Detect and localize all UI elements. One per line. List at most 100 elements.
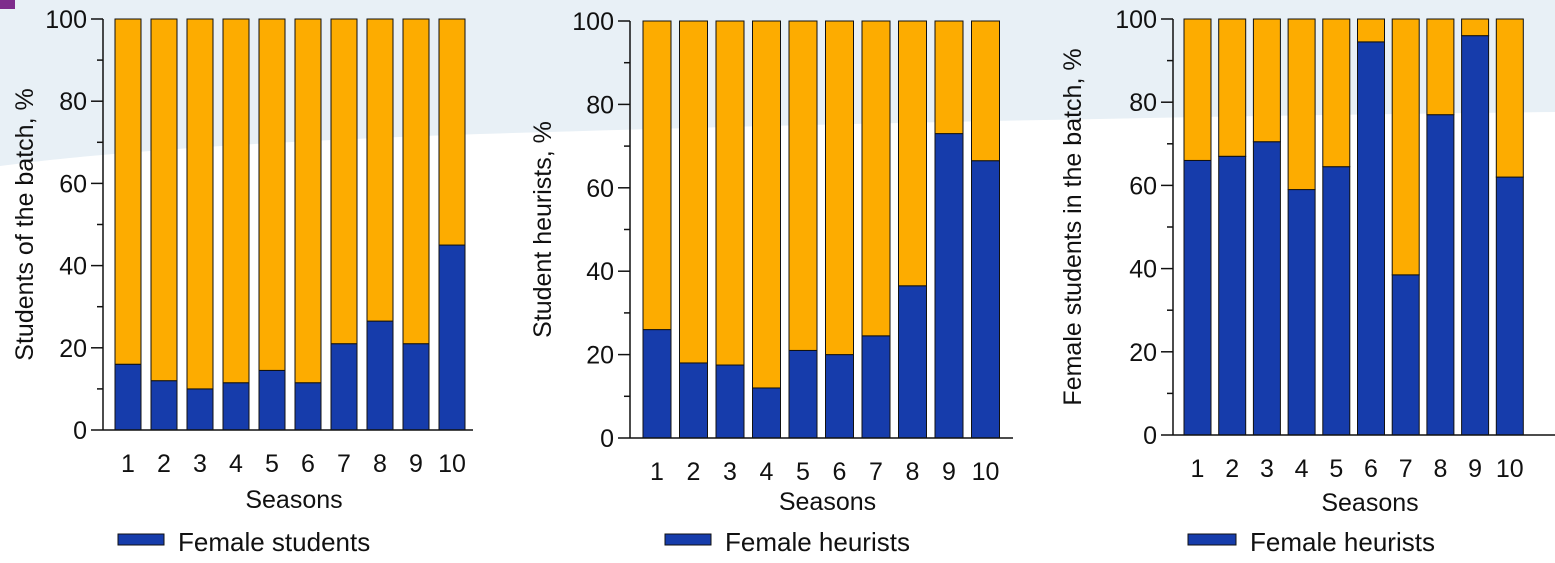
legend-swatch-female (1187, 533, 1237, 546)
bar-female (752, 387, 781, 439)
x-tick-label: 3 (723, 458, 737, 486)
y-tick-label: 20 (586, 342, 614, 370)
x-tick-label: 6 (301, 450, 315, 478)
x-tick-label: 9 (409, 450, 423, 478)
bar-female (186, 388, 214, 431)
bar-female (366, 320, 394, 431)
bar-remainder (186, 18, 214, 390)
bar-remainder (715, 20, 745, 366)
x-tick-label: 8 (373, 450, 387, 478)
y-tick-label: 20 (59, 335, 87, 363)
y-tick-label: 80 (59, 88, 87, 116)
bar-remainder (1461, 18, 1490, 37)
bar-remainder (150, 18, 178, 382)
legend-label: Female heurists (1250, 527, 1435, 557)
bar-female (788, 349, 818, 439)
y-tick-label: 40 (586, 258, 614, 286)
bar-remainder (1322, 18, 1351, 168)
bar-female (438, 244, 466, 431)
x-tick-label: 5 (265, 450, 279, 478)
bar-remainder (1391, 18, 1420, 276)
bar-female (934, 133, 964, 439)
bar-remainder (861, 20, 891, 337)
x-tick-label: 2 (1225, 455, 1239, 483)
x-tick-label: 9 (1468, 455, 1482, 483)
y-tick-label: 40 (1129, 256, 1157, 284)
y-axis-title: Students of the batch, % (11, 88, 39, 360)
x-tick-label: 2 (157, 450, 171, 478)
bar-remainder (1357, 18, 1385, 43)
bar-female (715, 364, 745, 439)
x-tick-label: 8 (1433, 455, 1447, 483)
bar-remainder (934, 20, 964, 135)
bar-female (150, 380, 178, 431)
bar-female (1287, 189, 1316, 436)
bar-remainder (402, 18, 430, 345)
x-tick-label: 1 (121, 450, 135, 478)
bar-remainder (438, 18, 466, 246)
bar-female (1495, 176, 1524, 436)
bar-female (971, 160, 1000, 439)
bar-remainder (1495, 18, 1524, 178)
y-tick-label: 100 (45, 6, 87, 34)
bar-female (898, 285, 927, 439)
y-tick-label: 80 (586, 91, 614, 119)
bar-remainder (1287, 18, 1316, 191)
bar-female (114, 363, 142, 431)
bar-female (258, 369, 286, 431)
bar-remainder (1426, 18, 1455, 116)
x-tick-label: 7 (1399, 455, 1413, 483)
bar-remainder (114, 18, 142, 365)
x-tick-label: 6 (1364, 455, 1378, 483)
x-tick-label: 10 (972, 458, 1000, 486)
bar-remainder (642, 20, 672, 331)
bar-female (1426, 114, 1455, 436)
bar-female (1322, 166, 1351, 436)
x-axis-title: Seasons (245, 486, 342, 514)
bar-remainder (1218, 18, 1247, 157)
bar-female (402, 343, 430, 431)
chart-student-heurists: 1 2 3 4 5 6 7 8 9 10 0 20 40 60 80 100 Seasons Student he… (520, 0, 1040, 558)
x-tick-label: 6 (833, 458, 847, 486)
y-tick-label: 60 (1129, 172, 1157, 200)
bar-remainder (898, 20, 927, 287)
legend-swatch-female (117, 533, 165, 546)
y-tick-label: 0 (73, 417, 87, 445)
x-tick-label: 9 (942, 458, 956, 486)
x-axis-title: Seasons (779, 488, 876, 516)
bar-remainder (679, 20, 708, 364)
y-axis-title: Student heurists, % (529, 121, 557, 338)
legend-label: Female students (178, 527, 370, 557)
bar-female (825, 354, 854, 439)
bar-remainder (788, 20, 818, 351)
chart-female-students-in-batch: 1 2 3 4 5 6 7 8 9 10 0 20 40 60 80 100 Seasons Female stu… (1040, 0, 1555, 558)
bar-female (1218, 155, 1247, 436)
x-tick-label: 7 (869, 458, 883, 486)
bar-remainder (330, 18, 358, 345)
x-tick-label: 3 (1260, 455, 1274, 483)
x-tick-label: 1 (650, 458, 664, 486)
x-tick-label: 1 (1191, 455, 1205, 483)
y-tick-label: 60 (59, 170, 87, 198)
y-tick-label: 80 (1129, 89, 1157, 117)
y-tick-label: 60 (586, 175, 614, 203)
legend-label: Female heurists (725, 527, 910, 557)
bar-remainder (825, 20, 854, 356)
x-tick-label: 5 (796, 458, 810, 486)
bar-female (1252, 141, 1281, 436)
bar-remainder (258, 18, 286, 371)
x-tick-label: 4 (229, 450, 243, 478)
legend: Female students (117, 527, 370, 557)
x-tick-label: 10 (438, 450, 466, 478)
x-tick-label: 4 (1295, 455, 1309, 483)
y-tick-label: 100 (572, 8, 614, 36)
bar-remainder (222, 18, 250, 384)
corner-accent-mark (0, 0, 15, 9)
bar-female (1461, 35, 1490, 436)
bar-female (642, 329, 672, 439)
